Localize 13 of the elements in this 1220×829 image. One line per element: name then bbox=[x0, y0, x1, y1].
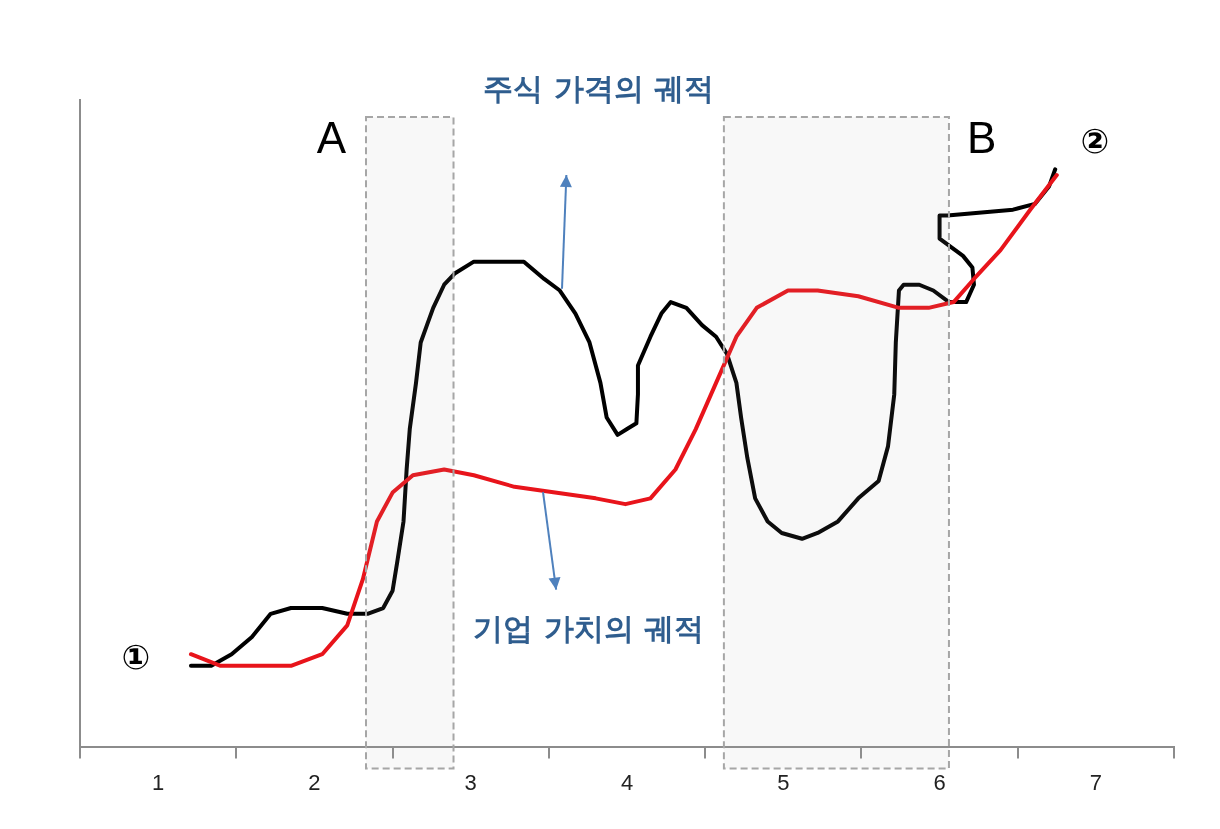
x-tick-label: 2 bbox=[308, 769, 321, 795]
x-tick-label: 1 bbox=[152, 769, 165, 795]
x-tick-label: 7 bbox=[1089, 769, 1102, 795]
x-tick-label: 3 bbox=[464, 769, 477, 795]
annotation: ② bbox=[1080, 121, 1110, 162]
annotation: ① bbox=[121, 636, 151, 677]
x-tick-label: 6 bbox=[933, 769, 946, 795]
x-tick-label: 5 bbox=[777, 769, 790, 795]
band-label: A bbox=[316, 113, 347, 163]
annotation: 기업 가치의 궤적 bbox=[473, 611, 705, 647]
text: 주식 가격의 궤적 bbox=[483, 71, 714, 107]
x-tick-label: 4 bbox=[620, 769, 634, 795]
band-label: B bbox=[966, 113, 997, 163]
